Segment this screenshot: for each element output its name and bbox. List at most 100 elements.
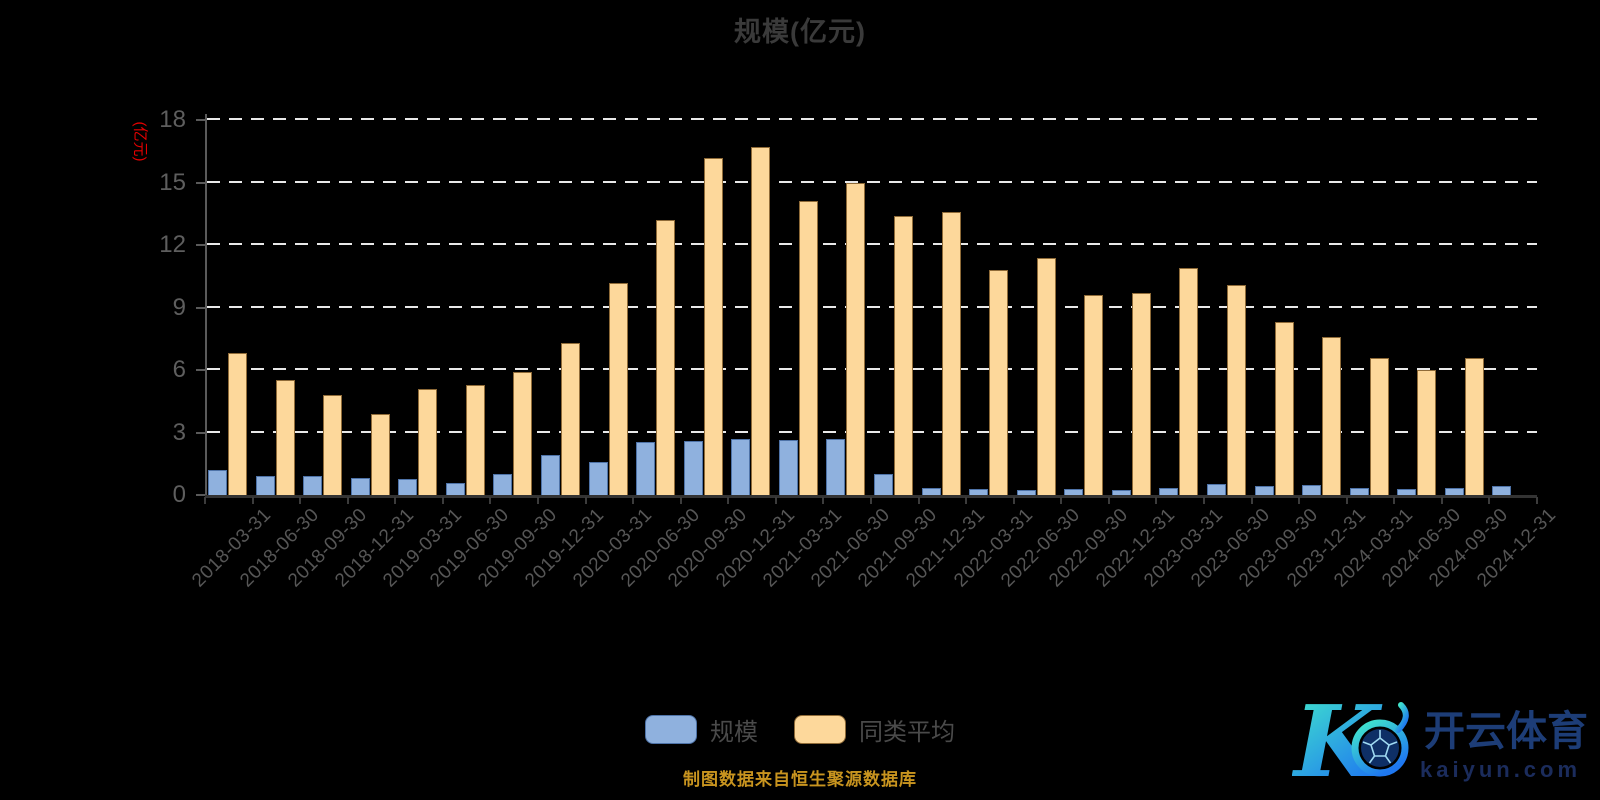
x-tick-mark: [822, 497, 825, 504]
scale-bar-2024-12-31[interactable]: [1492, 485, 1512, 495]
y-tick-mark-9: [196, 306, 205, 309]
x-tick-mark: [1012, 497, 1015, 504]
scale-bar-2022-09-30[interactable]: [1064, 488, 1084, 495]
peer-average-bar-2023-09-30[interactable]: [1274, 322, 1294, 495]
scale-bar-2023-12-31[interactable]: [1302, 484, 1322, 495]
peer-average-bar-2022-03-31[interactable]: [989, 270, 1009, 495]
peer-average-bar-2021-12-31[interactable]: [941, 211, 961, 495]
y-tick-mark-12: [196, 244, 205, 246]
scale-bar-2020-06-30[interactable]: [636, 441, 656, 495]
scale-bar-2022-03-31[interactable]: [969, 488, 989, 495]
scale-bar-2019-03-31[interactable]: [398, 479, 418, 495]
scale-bar-2018-12-31[interactable]: [350, 478, 370, 495]
chart-title: 规模(亿元): [734, 17, 866, 47]
peer-average-bar-2024-03-31[interactable]: [1369, 357, 1389, 495]
x-tick-mark: [870, 497, 872, 504]
peer-average-bar-2022-09-30[interactable]: [1084, 295, 1104, 495]
peer-average-bar-2021-09-30[interactable]: [894, 215, 913, 495]
kaiyun-logo[interactable]: K 开云体育 kaiyun.com: [1292, 688, 1600, 788]
x-tick-mark: [299, 497, 302, 504]
scale-bar-2023-06-30[interactable]: [1207, 483, 1226, 495]
x-tick-mark: [917, 497, 920, 504]
peer-average-bar-2023-06-30[interactable]: [1227, 284, 1246, 495]
x-tick-mark: [1440, 497, 1443, 504]
x-tick-mark: [1107, 497, 1110, 504]
scale-bar-2021-12-31[interactable]: [921, 487, 941, 495]
scale-bar-2024-09-30[interactable]: [1444, 487, 1464, 495]
x-tick-mark: [1298, 497, 1301, 504]
gridline-9: [207, 305, 1537, 308]
x-tick-mark: [1203, 497, 1205, 504]
x-tick-mark: [1060, 497, 1063, 504]
scale-bar-2023-03-31[interactable]: [1159, 487, 1179, 495]
peer-average-bar-2018-03-31[interactable]: [228, 353, 247, 495]
peer-average-bar-2024-06-30[interactable]: [1417, 370, 1437, 495]
logo-brand-cn: 开云体育: [1424, 708, 1588, 754]
scale-bar-2018-09-30[interactable]: [303, 476, 323, 495]
scale-bar-2022-06-30[interactable]: [1016, 489, 1036, 495]
scale-bar-2019-12-31[interactable]: [541, 455, 560, 495]
y-tick-mark-0: [196, 494, 205, 496]
football-pattern: [1362, 730, 1398, 764]
scale-bar-2020-12-31[interactable]: [731, 438, 751, 495]
football-icon: [1361, 729, 1399, 767]
y-tick-mark-15: [196, 181, 205, 184]
peer-average-bar-2019-06-30[interactable]: [465, 384, 485, 495]
scale-bar-2021-06-30[interactable]: [826, 438, 846, 495]
scale-bar-2019-06-30[interactable]: [445, 482, 465, 495]
plot-area: 2018-03-31 2018-06-30 2018-09-30 2018-12-31…: [189, 114, 1560, 591]
scale-bar-2023-09-30[interactable]: [1254, 485, 1274, 495]
x-tick-mark: [1345, 497, 1348, 504]
scale-bar-2021-09-30[interactable]: [874, 474, 893, 495]
peer-average-bar-2020-06-30[interactable]: [656, 220, 676, 495]
gridline-15: [207, 180, 1537, 183]
y-tick-label-6: 6: [172, 356, 186, 383]
y-tick-label-12: 12: [159, 231, 186, 258]
peer-average-bar-2021-06-30[interactable]: [846, 182, 866, 495]
peer-average-bar-2022-06-30[interactable]: [1036, 257, 1056, 495]
scale-bar-2024-03-31[interactable]: [1349, 487, 1369, 495]
x-tick-mark: [1488, 497, 1491, 504]
legend-item-scale[interactable]: 规模: [645, 712, 758, 747]
x-tick-mark: [1155, 497, 1158, 504]
scale-bar-2022-12-31[interactable]: [1111, 489, 1131, 495]
x-tick-mark: [489, 497, 492, 504]
peer-average-bar-2019-12-31[interactable]: [561, 342, 580, 495]
scale-bar-2020-09-30[interactable]: [683, 440, 703, 495]
y-tick-label-3: 3: [172, 418, 186, 446]
peer-average-bar-2020-03-31[interactable]: [608, 282, 628, 495]
peer-average-bar-2023-03-31[interactable]: [1179, 267, 1199, 495]
scale-bar-2020-03-31[interactable]: [588, 461, 608, 495]
peer-average-bar-2023-12-31[interactable]: [1322, 336, 1342, 495]
logo-swirl-ring: [1351, 719, 1409, 777]
x-tick-mark: [394, 497, 397, 504]
scale-bar-2018-03-31[interactable]: [208, 470, 227, 495]
y-axis-line: [205, 114, 207, 495]
scale-bar-2019-09-30[interactable]: [493, 474, 513, 495]
peer-average-bar-2022-12-31[interactable]: [1131, 292, 1151, 495]
y-tick-label-0: 0: [172, 481, 186, 508]
y-axis-tick-labels: 0 3 6 9 12 15 18: [0, 108, 196, 507]
gridline-6: [207, 368, 1537, 370]
x-tick-mark: [1393, 497, 1396, 504]
peer-average-bar-2018-06-30[interactable]: [275, 380, 295, 495]
legend-item-peer-average[interactable]: 同类平均: [794, 712, 955, 747]
scale-bar-2024-06-30[interactable]: [1397, 488, 1417, 495]
peer-average-bar-2018-09-30[interactable]: [323, 395, 343, 495]
peer-average-bar-2019-09-30[interactable]: [513, 372, 533, 495]
peer-average-bar-2021-03-31[interactable]: [798, 201, 818, 495]
peer-average-bar-2020-12-31[interactable]: [751, 147, 771, 495]
peer-average-bar-2019-03-31[interactable]: [418, 388, 438, 495]
legend-label-scale: 规模: [710, 719, 758, 746]
peer-average-bar-2024-09-30[interactable]: [1464, 357, 1484, 495]
scale-bar-2018-06-30[interactable]: [255, 476, 275, 495]
logo-domain: kaiyun.com: [1420, 757, 1581, 782]
y-tick-label-15: 15: [159, 168, 186, 196]
legend-swatch-scale: [645, 715, 697, 744]
peer-average-bar-2018-12-31[interactable]: [370, 413, 390, 495]
scale-bar-2021-03-31[interactable]: [778, 439, 798, 495]
legend: 规模 同类平均: [0, 712, 1600, 747]
gridline-18: [207, 118, 1537, 120]
peer-average-bar-2020-09-30[interactable]: [703, 157, 723, 495]
